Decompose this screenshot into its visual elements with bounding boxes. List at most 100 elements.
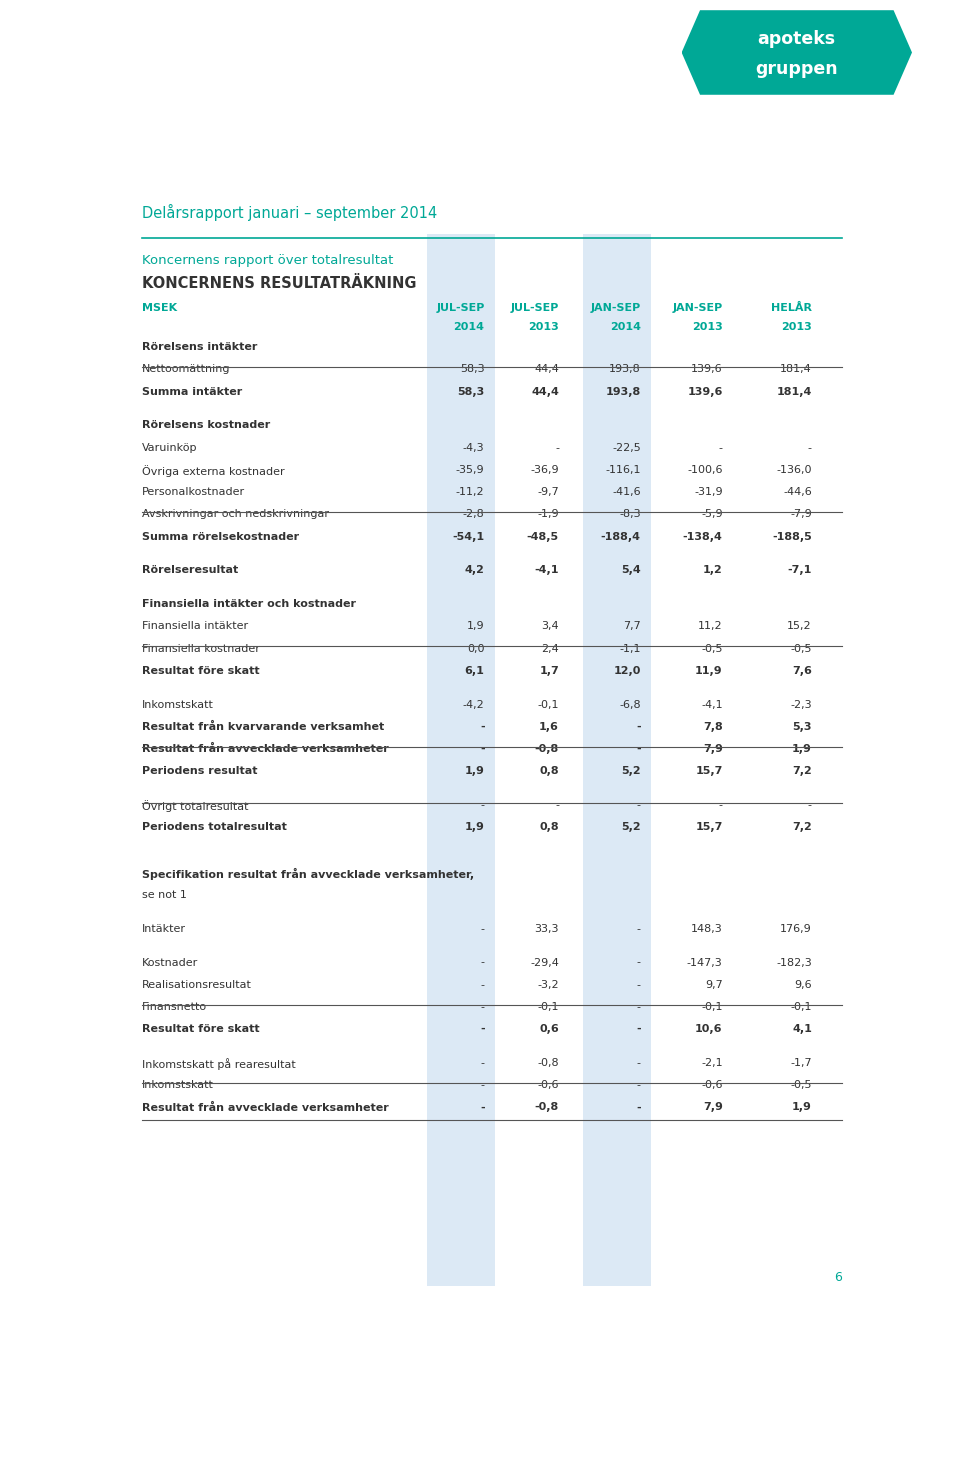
- Text: -2,3: -2,3: [790, 700, 812, 710]
- Text: -54,1: -54,1: [452, 532, 485, 541]
- Text: Resultat från kvarvarande verksamhet: Resultat från kvarvarande verksamhet: [142, 722, 385, 732]
- Text: gruppen: gruppen: [756, 60, 838, 79]
- Text: 15,2: 15,2: [787, 621, 812, 631]
- Text: 2013: 2013: [692, 322, 723, 332]
- Text: 0,0: 0,0: [468, 643, 485, 653]
- Text: -8,3: -8,3: [619, 509, 641, 519]
- Text: -0,8: -0,8: [538, 1059, 559, 1067]
- Text: Rörelsens intäkter: Rörelsens intäkter: [142, 343, 257, 353]
- Text: 181,4: 181,4: [777, 386, 812, 397]
- Text: -4,3: -4,3: [463, 443, 485, 452]
- Text: -0,5: -0,5: [701, 643, 723, 653]
- Text: 33,3: 33,3: [535, 924, 559, 933]
- Text: -0,1: -0,1: [701, 1002, 723, 1012]
- Text: Finansiella kostnader: Finansiella kostnader: [142, 643, 260, 653]
- Text: -7,9: -7,9: [790, 509, 812, 519]
- Text: Summa rörelsekostnader: Summa rörelsekostnader: [142, 532, 300, 541]
- Text: JUL-SEP: JUL-SEP: [511, 303, 559, 313]
- Text: 15,7: 15,7: [695, 767, 723, 776]
- Text: -0,6: -0,6: [538, 1080, 559, 1091]
- Text: 2013: 2013: [781, 322, 812, 332]
- Text: -22,5: -22,5: [612, 443, 641, 452]
- Text: Finansiella intäkter och kostnader: Finansiella intäkter och kostnader: [142, 599, 356, 609]
- Text: 1,9: 1,9: [465, 822, 485, 833]
- Text: Delårsrapport januari – september 2014: Delårsrapport januari – september 2014: [142, 204, 438, 222]
- Text: 7,7: 7,7: [623, 621, 641, 631]
- Text: 1,2: 1,2: [703, 566, 723, 576]
- Text: 7,6: 7,6: [792, 666, 812, 677]
- Text: Övriga externa kostnader: Övriga externa kostnader: [142, 465, 285, 477]
- Text: 5,2: 5,2: [621, 822, 641, 833]
- Text: 1,9: 1,9: [792, 1102, 812, 1112]
- Text: -0,8: -0,8: [535, 1102, 559, 1112]
- Text: -: -: [480, 744, 485, 754]
- Text: Resultat före skatt: Resultat före skatt: [142, 666, 260, 677]
- Text: 1,9: 1,9: [467, 621, 485, 631]
- Text: 7,2: 7,2: [792, 822, 812, 833]
- Text: Realisationsresultat: Realisationsresultat: [142, 980, 252, 990]
- Text: -116,1: -116,1: [606, 465, 641, 475]
- Text: 0,8: 0,8: [540, 822, 559, 833]
- Text: 139,6: 139,6: [687, 386, 723, 397]
- Text: -: -: [555, 800, 559, 811]
- Text: -0,5: -0,5: [790, 1080, 812, 1091]
- Text: -48,5: -48,5: [527, 532, 559, 541]
- Text: -36,9: -36,9: [530, 465, 559, 475]
- Text: Inkomstskatt på rearesultat: Inkomstskatt på rearesultat: [142, 1059, 296, 1070]
- Text: MSEK: MSEK: [142, 303, 178, 313]
- Text: -0,1: -0,1: [538, 700, 559, 710]
- Text: -: -: [636, 924, 641, 933]
- Text: -: -: [636, 980, 641, 990]
- Text: -100,6: -100,6: [687, 465, 723, 475]
- Text: -: -: [636, 1080, 641, 1091]
- Text: 181,4: 181,4: [780, 364, 812, 375]
- Text: -0,1: -0,1: [538, 1002, 559, 1012]
- Text: 5,3: 5,3: [792, 722, 812, 732]
- Text: -0,8: -0,8: [535, 744, 559, 754]
- Text: Inkomstskatt: Inkomstskatt: [142, 1080, 214, 1091]
- Text: Resultat från avvecklade verksamheter: Resultat från avvecklade verksamheter: [142, 744, 389, 754]
- Text: Resultat före skatt: Resultat före skatt: [142, 1024, 260, 1034]
- Text: -: -: [555, 443, 559, 452]
- Text: 1,7: 1,7: [540, 666, 559, 677]
- Text: Finansiella intäkter: Finansiella intäkter: [142, 621, 249, 631]
- Text: 11,9: 11,9: [695, 666, 723, 677]
- Text: 1,9: 1,9: [792, 744, 812, 754]
- Text: -: -: [481, 958, 485, 968]
- Text: Periodens totalresultat: Periodens totalresultat: [142, 822, 287, 833]
- Text: -5,9: -5,9: [701, 509, 723, 519]
- Text: 10,6: 10,6: [695, 1024, 723, 1034]
- Text: Intäkter: Intäkter: [142, 924, 186, 933]
- Text: -1,9: -1,9: [538, 509, 559, 519]
- Text: -0,6: -0,6: [701, 1080, 723, 1091]
- Text: -: -: [481, 800, 485, 811]
- Text: 2,4: 2,4: [541, 643, 559, 653]
- Bar: [426, 235, 495, 1286]
- Text: 12,0: 12,0: [613, 666, 641, 677]
- Text: -: -: [480, 1024, 485, 1034]
- Text: -: -: [481, 980, 485, 990]
- Text: 193,8: 193,8: [606, 386, 641, 397]
- Text: 3,4: 3,4: [541, 621, 559, 631]
- Text: se not 1: se not 1: [142, 889, 187, 900]
- Text: -41,6: -41,6: [612, 487, 641, 497]
- Text: -: -: [636, 722, 641, 732]
- Text: 6,1: 6,1: [465, 666, 485, 677]
- Text: -4,2: -4,2: [463, 700, 485, 710]
- Text: Övrigt totalresultat: Övrigt totalresultat: [142, 800, 249, 812]
- Text: -188,4: -188,4: [601, 532, 641, 541]
- Text: 1,9: 1,9: [465, 767, 485, 776]
- Text: 148,3: 148,3: [691, 924, 723, 933]
- Text: 0,8: 0,8: [540, 767, 559, 776]
- Text: -: -: [719, 443, 723, 452]
- Text: -182,3: -182,3: [777, 958, 812, 968]
- Text: Koncernens rapport över totalresultat: Koncernens rapport över totalresultat: [142, 254, 394, 267]
- Text: -: -: [636, 800, 641, 811]
- Text: 5,2: 5,2: [621, 767, 641, 776]
- Text: Avskrivningar och nedskrivningar: Avskrivningar och nedskrivningar: [142, 509, 329, 519]
- Text: -: -: [481, 1080, 485, 1091]
- Text: 15,7: 15,7: [695, 822, 723, 833]
- Text: Personalkostnader: Personalkostnader: [142, 487, 246, 497]
- Text: Periodens resultat: Periodens resultat: [142, 767, 258, 776]
- Text: Inkomstskatt: Inkomstskatt: [142, 700, 214, 710]
